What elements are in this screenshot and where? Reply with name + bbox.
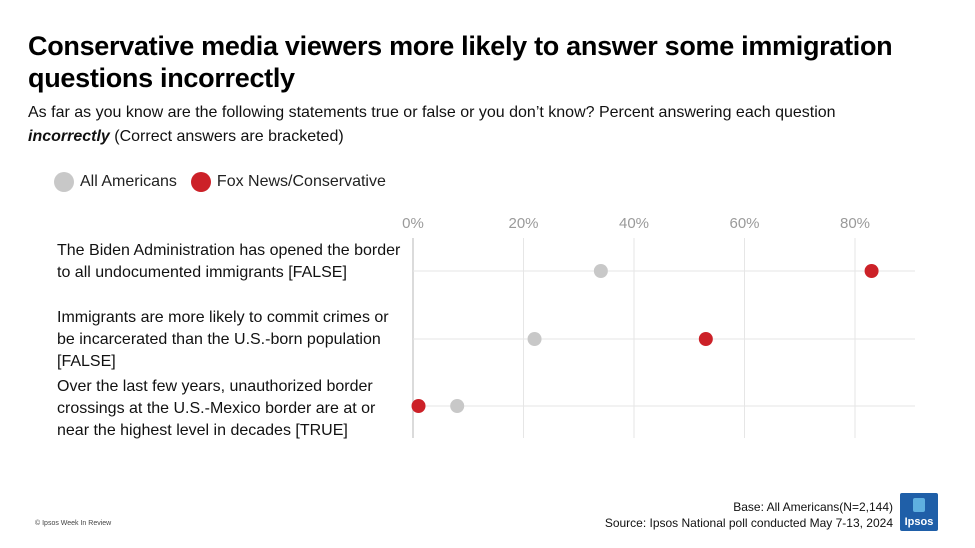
copyright: © Ipsos Week In Review [35, 520, 112, 527]
subtitle-text: As far as you know are the following sta… [28, 104, 836, 121]
chart-title: Conservative media viewers more likely t… [28, 31, 893, 93]
x-tick-label-20: 20% [508, 215, 538, 232]
footer-source: Source: Ipsos National poll conducted Ma… [604, 516, 893, 530]
ipsos-logo: Ipsos [900, 493, 938, 531]
row-label-border-crossings: Over the last few years, unauthorized bo… [57, 378, 376, 439]
row-label-biden-border: The Biden Administration has opened the … [57, 242, 401, 281]
row-label-immigrant-crime: Immigrants are more likely to commit cri… [57, 309, 389, 370]
x-tick-label-40: 40% [619, 215, 649, 232]
legend-item-fox-conservative: Fox News/Conservative [190, 172, 386, 192]
legend-marker-fox-conservative [190, 172, 211, 192]
ipsos-logo-text: Ipsos [904, 516, 934, 528]
chart-subtitle: As far as you know are the following sta… [28, 101, 908, 149]
x-tick-label-0: 0% [402, 215, 424, 232]
legend-label-fox-conservative: Fox News/Conservative [216, 173, 386, 190]
x-tick-label-60: 60% [729, 215, 759, 232]
dot-fox-conservative-row-0 [864, 264, 879, 278]
legend-item-all-americans: All Americans [54, 172, 177, 192]
dot-fox-conservative-row-1 [698, 332, 713, 346]
subtitle-emphasis: incorrectly [28, 128, 110, 145]
subtitle-note: (Correct answers are bracketed) [109, 128, 344, 145]
dot-fox-conservative-row-2 [411, 399, 426, 413]
footer-base: Base: All Americans(N=2,144) [733, 500, 893, 514]
dot-all-americans-row-0 [593, 264, 608, 278]
ipsos-logo-mark [913, 498, 925, 512]
dot-all-americans-row-2 [450, 399, 465, 413]
x-tick-label-80: 80% [840, 215, 870, 232]
legend-label-all-americans: All Americans [80, 173, 177, 190]
dot-all-americans-row-1 [527, 332, 542, 346]
legend: All Americans Fox News/Conservative [54, 172, 400, 192]
legend-marker-all-americans [54, 172, 74, 192]
